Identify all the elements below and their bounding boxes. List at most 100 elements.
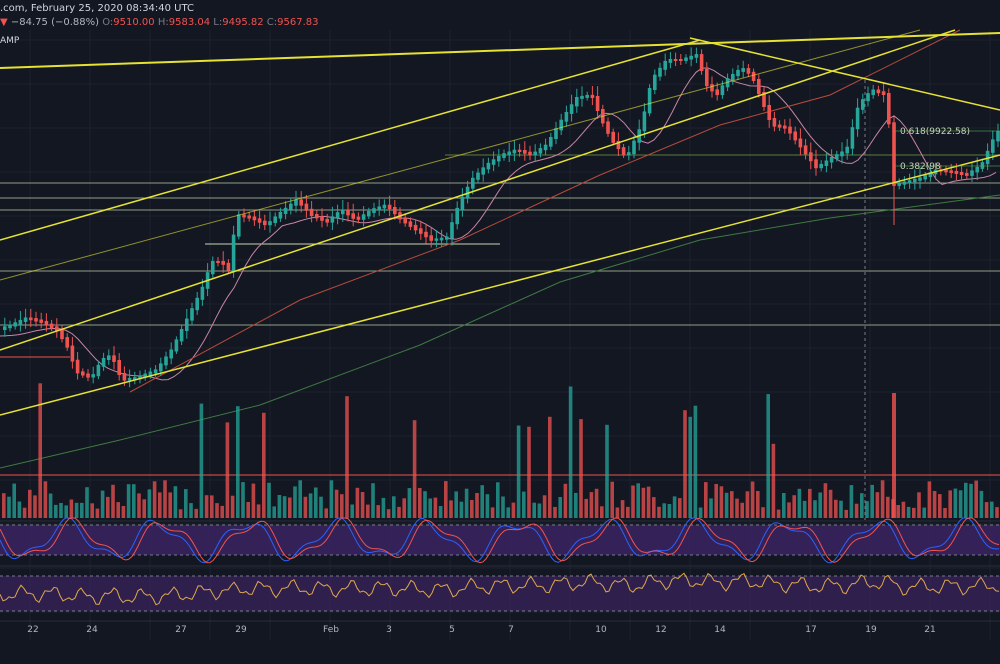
- candle-body: [211, 261, 215, 275]
- time-axis: 22 24 27 29 Feb 3 5 7 10 12 14 17 19 21: [0, 620, 1000, 635]
- candle-body: [731, 74, 735, 81]
- candle-body: [419, 228, 423, 234]
- volume-bar: [974, 480, 978, 518]
- volume-bar: [735, 498, 739, 518]
- candle-body: [23, 317, 28, 322]
- volume-bar: [464, 488, 469, 518]
- time-tick-label: 24: [86, 625, 98, 635]
- candle-body: [237, 214, 241, 237]
- volume-bar: [750, 481, 755, 518]
- volume-bar: [168, 492, 172, 518]
- candle-body: [471, 177, 475, 189]
- volume-bar: [558, 497, 562, 518]
- ma-slow-line: [0, 194, 1000, 469]
- candle-body: [221, 261, 225, 265]
- candle-body: [268, 221, 272, 226]
- candle-body: [606, 121, 610, 134]
- volume-bar: [480, 485, 484, 518]
- candle-body: [413, 224, 418, 231]
- volume-bar: [594, 488, 599, 518]
- volume-bar: [163, 480, 167, 518]
- volume-bar: [964, 482, 968, 518]
- volume-bar: [813, 500, 817, 518]
- trendline: [0, 39, 701, 241]
- volume-bar: [397, 506, 401, 518]
- candle-body: [829, 157, 834, 163]
- candle-body: [595, 96, 600, 111]
- candle-body: [8, 324, 12, 329]
- candle-body: [590, 94, 595, 98]
- volume-bar: [870, 484, 874, 518]
- candle-body: [554, 128, 558, 139]
- time-tick-label: 7: [508, 625, 514, 635]
- trendline: [689, 37, 1000, 111]
- volume-bar: [412, 420, 417, 518]
- candle-body: [481, 167, 485, 175]
- trendlines[interactable]: [0, 29, 1000, 416]
- candlesticks: [3, 47, 1000, 388]
- open-value: 9510.00: [113, 17, 155, 28]
- volume-bar: [875, 492, 880, 518]
- candle-body: [112, 355, 116, 362]
- candle-body: [762, 92, 766, 107]
- candle-body: [320, 216, 324, 221]
- volume-bar: [366, 504, 370, 518]
- candle-body: [751, 71, 756, 81]
- candle-body: [138, 375, 142, 380]
- candle-body: [585, 94, 589, 98]
- candle-body: [29, 317, 33, 321]
- candle-body: [861, 99, 865, 110]
- volume-bar: [761, 507, 765, 518]
- volume-bar: [142, 499, 146, 518]
- candle-body: [289, 203, 293, 210]
- volume-bar: [74, 502, 79, 518]
- volume-bar: [636, 483, 640, 518]
- volume-bar: [194, 508, 198, 518]
- stoch-d-line: [0, 517, 1000, 564]
- symbol-title-text: .com, February 25, 2020 08:34:40 UTC: [0, 3, 195, 14]
- candle-body: [34, 318, 38, 322]
- candle-body: [263, 220, 267, 226]
- volume-bar: [147, 489, 152, 518]
- candle-body: [55, 326, 59, 332]
- volume-bar: [745, 491, 750, 518]
- volume-bar: [984, 502, 989, 518]
- volume-bar: [371, 483, 375, 518]
- time-tick-label: 29: [235, 625, 247, 635]
- volume-bar: [787, 502, 791, 518]
- volume-bar: [704, 482, 708, 518]
- candle-body: [684, 57, 688, 61]
- candle-body: [673, 59, 678, 61]
- volume-bar: [537, 503, 542, 518]
- candle-body: [923, 175, 927, 180]
- low-label: L:: [213, 17, 223, 28]
- candle-body: [216, 261, 220, 263]
- candle-body: [403, 217, 407, 224]
- volume-bar: [646, 486, 651, 518]
- indicator-legend[interactable]: AMP: [0, 36, 19, 46]
- candle-body: [164, 356, 168, 366]
- volume-bar: [282, 496, 287, 518]
- candle-body: [190, 308, 194, 321]
- candle-body: [575, 97, 579, 107]
- volume-bar: [516, 425, 521, 518]
- candle-body: [824, 160, 829, 166]
- volume-bar: [584, 498, 588, 518]
- volume-bar: [672, 496, 677, 518]
- candle-body: [185, 318, 189, 331]
- volume-bar: [667, 504, 672, 518]
- volume-bar: [938, 494, 942, 518]
- candle-body: [866, 93, 870, 102]
- volume-bar: [33, 495, 37, 518]
- volume-bar: [360, 492, 365, 518]
- ohlc-row: ▼ −84.75 (−0.88%) O:9510.00 H:9583.04 L:…: [0, 17, 319, 28]
- volume-bar: [199, 403, 204, 518]
- volume-bar: [626, 506, 630, 518]
- volume-bar: [605, 424, 609, 518]
- volume-bar: [28, 489, 32, 518]
- volume-bar: [782, 493, 786, 518]
- candle-body: [517, 149, 522, 152]
- volume-bar: [615, 507, 620, 518]
